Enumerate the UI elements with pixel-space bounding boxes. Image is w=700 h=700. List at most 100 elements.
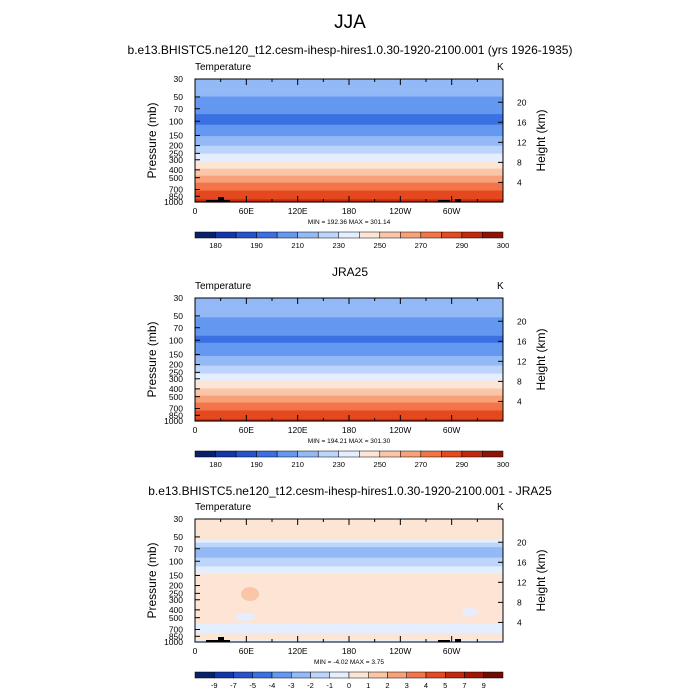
x-tick-label: 120E [288, 646, 308, 656]
contour-band [195, 409, 503, 412]
contour-band [195, 621, 503, 624]
y-tick-label: 200 [169, 360, 183, 370]
contour-band [195, 534, 503, 537]
contour-band [195, 121, 503, 123]
x-tick-label: 60W [443, 425, 460, 435]
y-tick-label: 400 [169, 605, 183, 615]
contour-band [195, 358, 503, 361]
colorbar-swatch [194, 231, 216, 239]
contour-band [195, 581, 503, 583]
contour-band [195, 564, 503, 567]
contour-band [195, 132, 503, 135]
colorbar: 180 190 210 230 250 270 290 300 [194, 231, 509, 250]
y-tick-right-label: 12 [517, 357, 527, 367]
x-tick-label: 60E [239, 646, 254, 656]
variable-label: Temperature [195, 502, 252, 513]
contour-band [195, 526, 503, 528]
contour-band [195, 185, 503, 187]
contour-band [195, 392, 503, 394]
contour-band [195, 147, 503, 150]
contour-band [195, 563, 503, 566]
contour-band [195, 368, 503, 370]
contour-band [195, 109, 503, 112]
contour-band [195, 347, 503, 349]
contour-band [195, 146, 503, 149]
contour-band [195, 584, 503, 586]
contour-band [195, 164, 503, 166]
contour-band [195, 163, 503, 165]
topography-block [224, 200, 230, 202]
colorbar-swatch [420, 450, 442, 458]
contour-band [195, 604, 503, 606]
contour-band [195, 376, 503, 378]
contour-band [195, 140, 503, 142]
contour-band [195, 169, 503, 171]
contour-band [195, 91, 503, 93]
colorbar-label: -4 [269, 681, 276, 690]
contour-band [195, 130, 503, 133]
contour-band [195, 397, 503, 399]
contour-band [195, 582, 503, 584]
contour-band [195, 370, 503, 373]
contour-band [195, 382, 503, 384]
y-tick-label: 150 [169, 131, 183, 141]
topography-block [438, 640, 450, 642]
colorbar-swatch [233, 671, 253, 679]
contour-band [195, 320, 503, 323]
contour-band [195, 600, 503, 603]
contour-band [195, 149, 503, 151]
contour-band [195, 133, 503, 135]
contour-band [195, 558, 503, 561]
units-label: K [497, 502, 504, 513]
colorbar-swatch [348, 671, 369, 679]
contour-band [195, 568, 503, 570]
contour-band [195, 129, 503, 132]
contour-band [195, 334, 503, 336]
contour-band [195, 356, 503, 359]
colorbar-swatch [368, 671, 388, 679]
contour-band [195, 606, 503, 609]
contour-band [195, 331, 503, 333]
contour-band [195, 190, 503, 193]
contour-band [195, 411, 503, 413]
contour-band [195, 386, 503, 389]
y-tick-label: 70 [174, 544, 184, 554]
contour-band [195, 136, 503, 139]
contour-band [195, 533, 503, 536]
colorbar-label: 270 [415, 460, 428, 469]
colorbar-label: 3 [405, 681, 409, 690]
contour-band [195, 540, 503, 543]
contour-band [195, 184, 503, 186]
contour-band [195, 413, 503, 416]
contour-band [195, 305, 503, 307]
contour-band [195, 590, 503, 592]
contour-band [195, 579, 503, 582]
y-tick-label: 400 [169, 165, 183, 175]
y-tick-right-label: 8 [517, 158, 522, 168]
colorbar-swatch [235, 450, 257, 458]
colorbar-label: 4 [424, 681, 428, 690]
contour-band [195, 583, 503, 585]
contour-band [195, 174, 503, 177]
contour-band [195, 620, 503, 623]
y-tick-label: 300 [169, 155, 183, 165]
contour-band [195, 340, 503, 342]
contour-band [195, 543, 503, 546]
colorbar-label: 1 [366, 681, 370, 690]
contour-band [195, 572, 503, 575]
contour-band [195, 377, 503, 379]
colorbar-swatch [276, 231, 298, 239]
contour-band [195, 539, 503, 541]
contour-band [195, 389, 503, 391]
contour-band [195, 530, 503, 532]
y-tick-right-label: 16 [517, 336, 527, 346]
contour-band [195, 391, 503, 393]
y-tick-label: 30 [174, 74, 184, 84]
colorbar-label: 180 [209, 460, 222, 469]
contour-band [195, 608, 503, 611]
colorbar-label: 9 [482, 681, 486, 690]
contour-band [195, 607, 503, 610]
contour-band [195, 306, 503, 309]
contour-band [195, 575, 503, 577]
contour-band [195, 112, 503, 114]
